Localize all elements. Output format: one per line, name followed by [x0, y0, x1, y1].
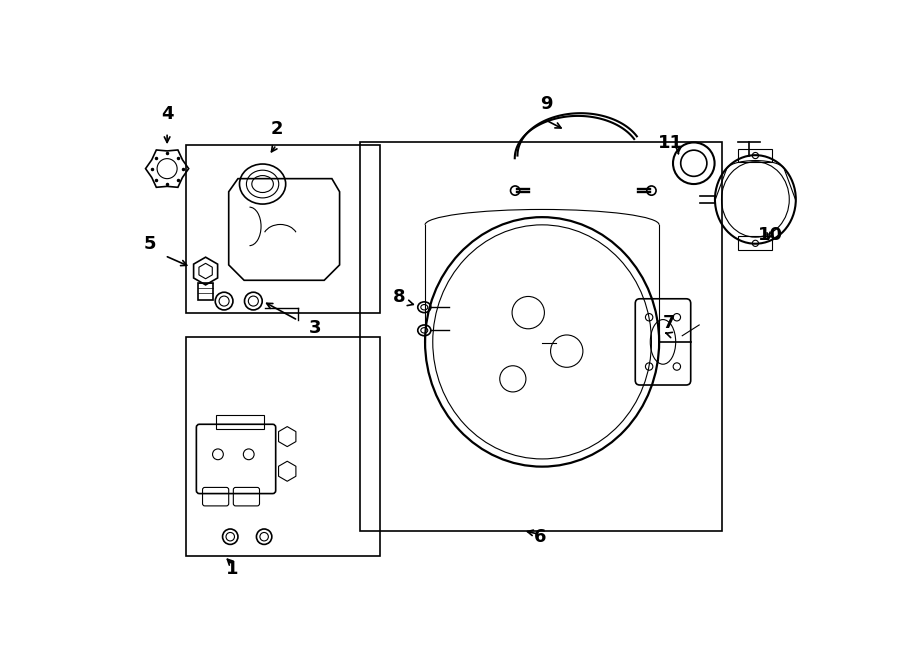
Text: 6: 6: [534, 528, 546, 546]
Text: 11: 11: [658, 134, 683, 152]
Bar: [185, 145, 380, 313]
Text: 10: 10: [759, 226, 783, 245]
Bar: [198, 284, 213, 300]
Bar: [216, 415, 264, 429]
Text: 9: 9: [540, 95, 553, 113]
Text: 8: 8: [393, 288, 406, 306]
Bar: [360, 141, 722, 531]
Bar: [738, 149, 772, 163]
Bar: [185, 336, 380, 556]
Text: 5: 5: [143, 235, 156, 253]
Text: 4: 4: [161, 104, 174, 122]
Text: 7: 7: [663, 314, 675, 332]
Text: 3: 3: [309, 319, 321, 336]
Text: 1: 1: [226, 561, 238, 578]
Text: 2: 2: [270, 120, 283, 138]
Bar: [738, 237, 772, 251]
